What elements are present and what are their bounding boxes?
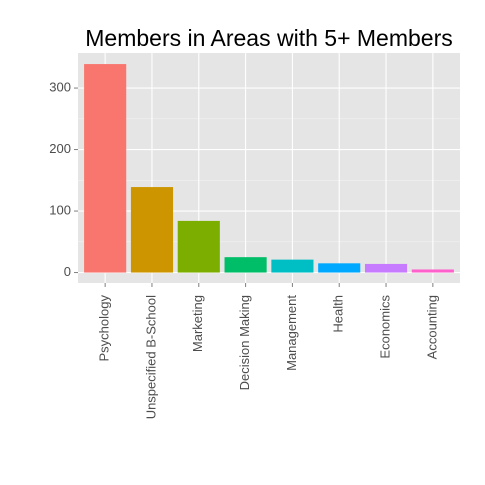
bar <box>411 269 454 273</box>
y-tick-label: 0 <box>64 264 71 279</box>
bar <box>271 259 314 273</box>
x-tick-label: Decision Making <box>237 295 252 390</box>
x-tick-label: Health <box>331 295 346 333</box>
x-tick-label: Management <box>284 295 299 371</box>
x-tick-label: Unspecified B-School <box>143 295 158 419</box>
bar <box>177 220 220 273</box>
bar <box>318 263 361 273</box>
bar <box>84 64 127 273</box>
y-tick-label: 200 <box>49 141 71 156</box>
y-tick-label: 300 <box>49 79 71 94</box>
bar <box>364 263 408 273</box>
y-tick-label: 100 <box>49 202 71 217</box>
x-tick-label: Marketing <box>190 295 205 352</box>
chart-title: Members in Areas with 5+ Members <box>85 25 453 51</box>
bar <box>130 187 174 273</box>
bar <box>224 257 267 273</box>
x-tick-label: Economics <box>377 295 392 359</box>
x-tick-label: Accounting <box>424 295 439 359</box>
x-tick-label: Psychology <box>97 295 112 362</box>
